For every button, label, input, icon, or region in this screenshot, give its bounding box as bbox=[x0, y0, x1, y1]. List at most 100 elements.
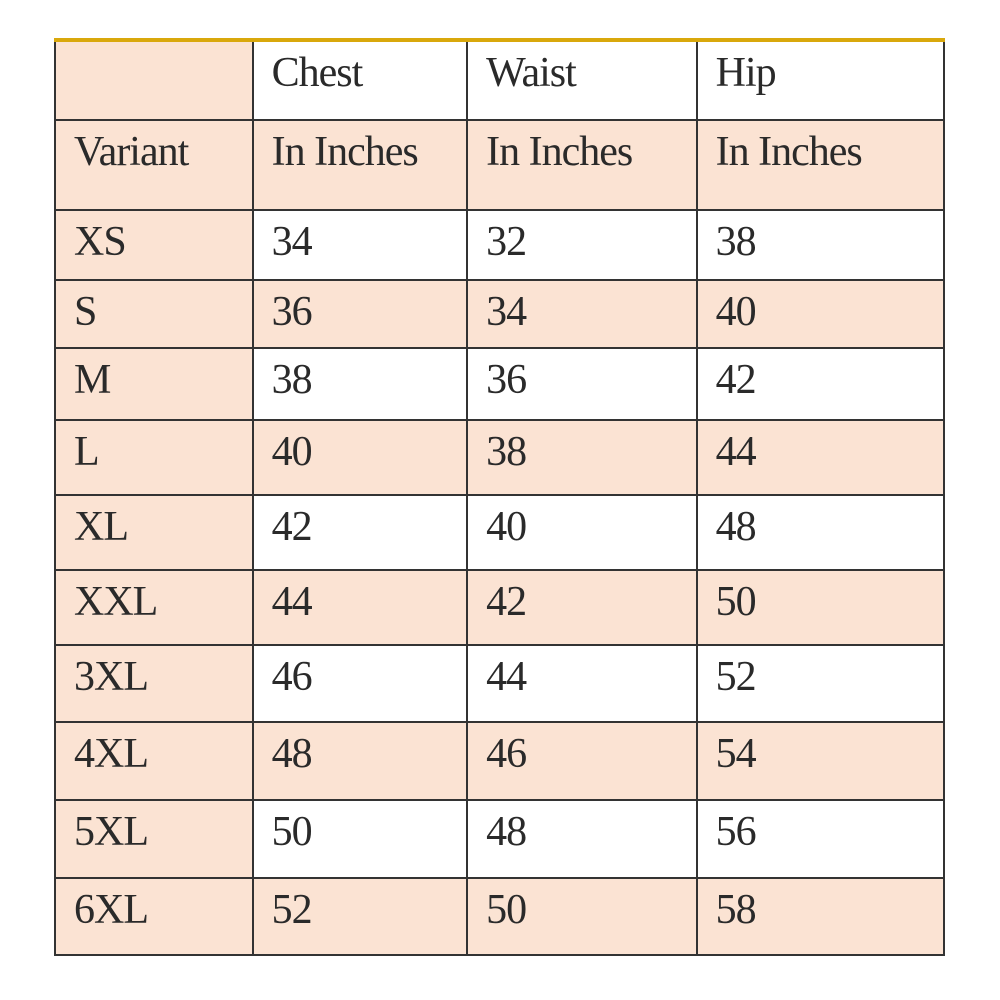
waist-cell: 38 bbox=[466, 419, 698, 496]
variant-cell: S bbox=[54, 279, 254, 349]
chest-cell: 44 bbox=[251, 569, 469, 646]
variant-cell: 6XL bbox=[54, 877, 254, 956]
table-row: XS 34 32 38 bbox=[54, 209, 946, 281]
variant-cell: Variant bbox=[54, 119, 254, 211]
variant-cell-text: XXL bbox=[74, 579, 158, 625]
chest-cell-text: 36 bbox=[271, 289, 313, 335]
chest-cell-text: 40 bbox=[271, 429, 313, 475]
waist-cell: In Inches bbox=[466, 119, 698, 211]
variant-cell bbox=[54, 39, 254, 121]
chest-cell: 36 bbox=[251, 279, 469, 349]
chest-cell: 46 bbox=[251, 644, 469, 723]
variant-cell: 3XL bbox=[54, 644, 254, 723]
waist-cell: 46 bbox=[466, 721, 698, 801]
hip-cell: 42 bbox=[695, 347, 946, 421]
variant-cell: XL bbox=[54, 494, 254, 571]
variant-cell-text: S bbox=[74, 289, 97, 335]
table-row: 3XL 46 44 52 bbox=[54, 644, 946, 723]
chest-cell-text: 42 bbox=[271, 504, 313, 550]
variant-cell-text: XL bbox=[74, 504, 129, 550]
chest-cell-text: 34 bbox=[271, 219, 313, 265]
waist-cell: 34 bbox=[466, 279, 698, 349]
hip-cell: 44 bbox=[695, 419, 946, 496]
chest-cell-text: 46 bbox=[271, 654, 313, 700]
waist-cell-text: 42 bbox=[486, 579, 527, 625]
chest-cell-text: 48 bbox=[271, 731, 313, 777]
waist-cell-text: In Inches bbox=[486, 129, 633, 175]
hip-cell-text: 50 bbox=[715, 579, 757, 625]
chest-cell: 34 bbox=[251, 209, 469, 281]
waist-cell: Waist bbox=[466, 39, 698, 121]
variant-cell-text: 3XL bbox=[74, 654, 149, 700]
hip-cell-text: In Inches bbox=[715, 129, 863, 175]
table-row: S 36 34 40 bbox=[54, 279, 946, 349]
variant-cell-text: XS bbox=[74, 219, 127, 265]
hip-cell-text: 58 bbox=[715, 887, 757, 933]
hip-cell: 56 bbox=[695, 799, 946, 879]
size-chart-table: Chest Waist Hip Variant In Inches In Inches In… bbox=[54, 38, 946, 956]
waist-cell: 50 bbox=[466, 877, 698, 956]
chest-cell: 40 bbox=[251, 419, 469, 496]
hip-cell-text: 54 bbox=[715, 731, 757, 777]
variant-cell: M bbox=[54, 347, 254, 421]
chest-cell: 50 bbox=[251, 799, 469, 879]
table-row: XL 42 40 48 bbox=[54, 494, 946, 571]
waist-cell: 44 bbox=[466, 644, 698, 723]
waist-cell-text: 40 bbox=[486, 504, 527, 550]
variant-cell-text: 6XL bbox=[74, 887, 149, 933]
hip-cell-text: 40 bbox=[715, 289, 757, 335]
table-row: XXL 44 42 50 bbox=[54, 569, 946, 646]
chest-cell-text: 38 bbox=[271, 357, 313, 403]
waist-cell: 36 bbox=[466, 347, 698, 421]
waist-cell: 48 bbox=[466, 799, 698, 879]
chest-cell: 52 bbox=[251, 877, 469, 956]
waist-cell-text: 34 bbox=[486, 289, 527, 335]
variant-cell-text: Variant bbox=[74, 129, 189, 175]
hip-cell: 52 bbox=[695, 644, 946, 723]
table-row: L 40 38 44 bbox=[54, 419, 946, 496]
hip-cell: 58 bbox=[695, 877, 946, 956]
hip-cell-text: 48 bbox=[715, 504, 757, 550]
waist-cell-text: 50 bbox=[486, 887, 527, 933]
hip-cell: Hip bbox=[695, 39, 946, 121]
header-row-measure: Chest Waist Hip bbox=[54, 39, 946, 121]
table-row: 6XL 52 50 58 bbox=[54, 877, 946, 956]
variant-cell-text bbox=[74, 42, 252, 52]
variant-cell-text: 5XL bbox=[74, 809, 149, 855]
chest-cell-text: 50 bbox=[271, 809, 313, 855]
variant-cell: 4XL bbox=[54, 721, 254, 801]
variant-cell: XS bbox=[54, 209, 254, 281]
hip-cell: 48 bbox=[695, 494, 946, 571]
hip-cell: 54 bbox=[695, 721, 946, 801]
waist-cell: 42 bbox=[466, 569, 698, 646]
chest-cell-text: 44 bbox=[271, 579, 313, 625]
chest-cell-text: In Inches bbox=[271, 129, 419, 175]
hip-cell-text: 42 bbox=[715, 357, 757, 403]
waist-cell: 32 bbox=[466, 209, 698, 281]
chest-cell-text: 52 bbox=[271, 887, 313, 933]
hip-cell: In Inches bbox=[695, 119, 946, 211]
waist-cell-text: 38 bbox=[486, 429, 527, 475]
header-row-unit: Variant In Inches In Inches In Inches bbox=[54, 119, 946, 211]
waist-cell: 40 bbox=[466, 494, 698, 571]
hip-cell-text: 38 bbox=[715, 219, 757, 265]
variant-cell: XXL bbox=[54, 569, 254, 646]
hip-cell-text: Hip bbox=[715, 50, 777, 96]
variant-cell: L bbox=[54, 419, 254, 496]
variant-cell-text: M bbox=[74, 357, 111, 403]
hip-cell-text: 44 bbox=[715, 429, 757, 475]
waist-cell-text: 44 bbox=[486, 654, 527, 700]
chest-cell: In Inches bbox=[251, 119, 469, 211]
variant-cell-text: 4XL bbox=[74, 731, 149, 777]
waist-cell-text: 46 bbox=[486, 731, 527, 777]
table-row: 4XL 48 46 54 bbox=[54, 721, 946, 801]
chest-cell: 38 bbox=[251, 347, 469, 421]
table-row: M 38 36 42 bbox=[54, 347, 946, 421]
chest-cell: 42 bbox=[251, 494, 469, 571]
waist-cell-text: 36 bbox=[486, 357, 527, 403]
chest-cell: 48 bbox=[251, 721, 469, 801]
waist-cell-text: Waist bbox=[486, 50, 577, 96]
hip-cell: 50 bbox=[695, 569, 946, 646]
hip-cell-text: 56 bbox=[715, 809, 757, 855]
waist-cell-text: 48 bbox=[486, 809, 527, 855]
